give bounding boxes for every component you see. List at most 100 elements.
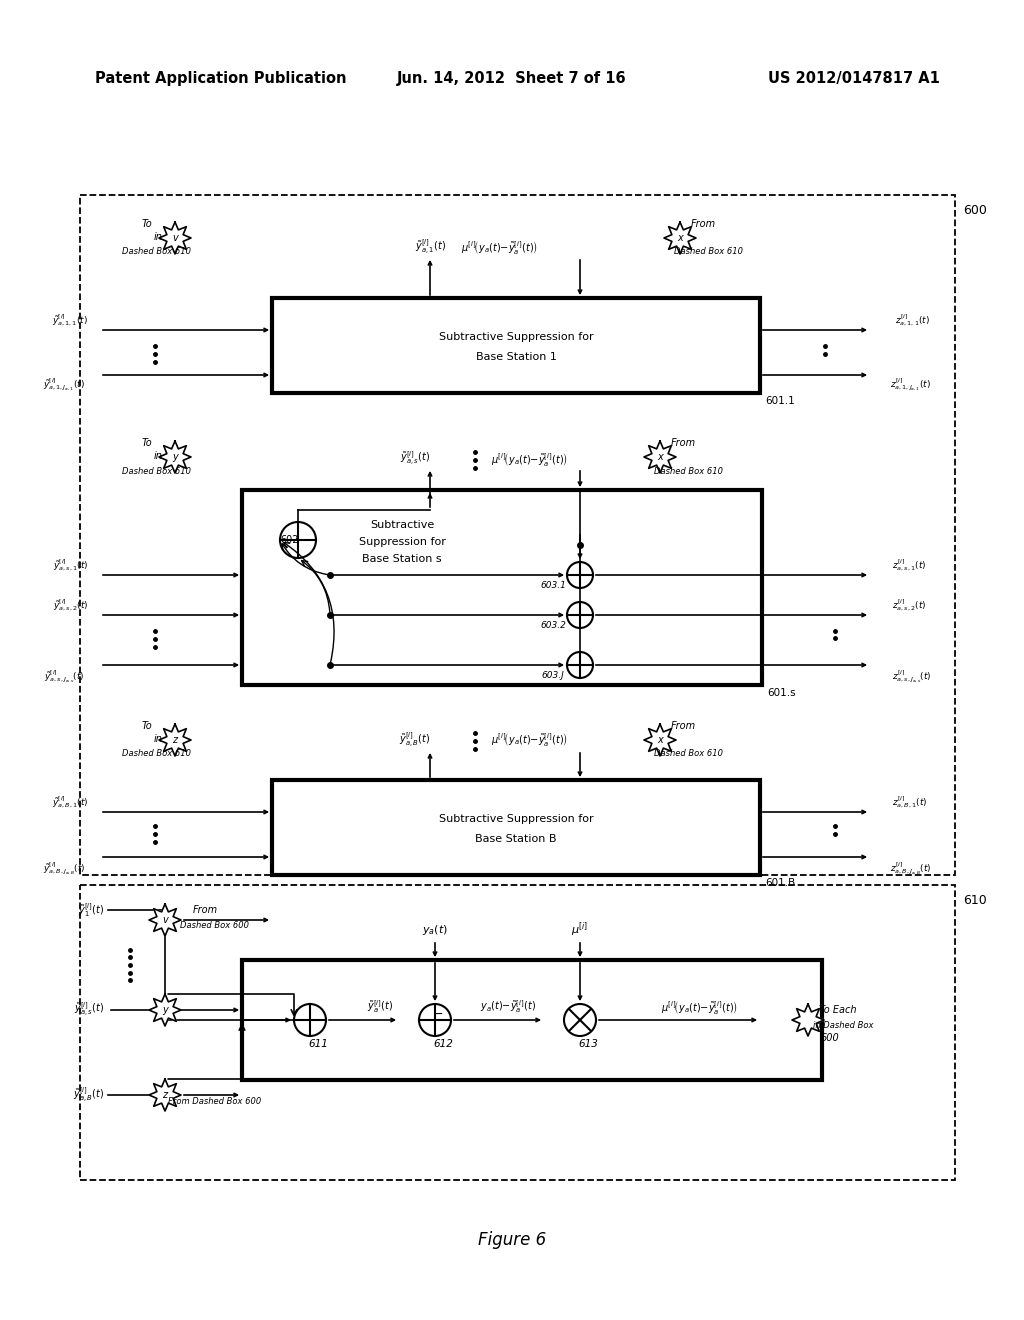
Bar (242, 490, 762, 685)
Text: Subtractive Suppression for: Subtractive Suppression for (438, 813, 593, 824)
Bar (242, 960, 822, 1080)
Text: in: in (154, 734, 163, 744)
Text: Dashed Box 610: Dashed Box 610 (123, 750, 191, 759)
Text: $\mu^{[i]}\!\left(y_a(t){-}\tilde{y}_a^{[i]}(t)\right)$: $\mu^{[i]}\!\left(y_a(t){-}\tilde{y}_a^{… (492, 731, 568, 748)
Text: x: x (657, 451, 663, 462)
Polygon shape (159, 723, 191, 756)
Text: 602: 602 (281, 535, 299, 545)
Text: 601.s: 601.s (767, 688, 796, 698)
Text: Patent Application Publication: Patent Application Publication (95, 70, 346, 86)
Text: From: From (671, 438, 695, 447)
Text: Base Station 1: Base Station 1 (475, 351, 556, 362)
Text: Subtractive: Subtractive (370, 520, 434, 531)
Text: US 2012/0147817 A1: US 2012/0147817 A1 (768, 70, 940, 86)
Text: x: x (677, 234, 683, 243)
Text: $\tilde{y}_{a,s,J_{a,s}}^{[i]}(t)$: $\tilde{y}_{a,s,J_{a,s}}^{[i]}(t)$ (44, 669, 85, 685)
Circle shape (567, 652, 593, 678)
Text: Dashed Box 600: Dashed Box 600 (180, 921, 250, 931)
Text: in Dashed Box: in Dashed Box (813, 1020, 873, 1030)
Text: $\mu^{[i]}\!\left(y_a(t){-}\tilde{y}_a^{[i]}(t)\right)$: $\mu^{[i]}\!\left(y_a(t){-}\tilde{y}_a^{… (492, 450, 568, 467)
Text: $\tilde{y}_{a}^{[i]}(t)$: $\tilde{y}_{a}^{[i]}(t)$ (367, 999, 393, 1015)
Text: To: To (141, 438, 153, 447)
Text: 613: 613 (579, 1039, 598, 1049)
Text: $z_{a,s,1}^{[i]}(t)$: $z_{a,s,1}^{[i]}(t)$ (892, 557, 927, 573)
Text: y: y (172, 451, 178, 462)
Text: Dashed Box 610: Dashed Box 610 (653, 750, 723, 759)
Text: 600: 600 (963, 203, 987, 216)
Text: From: From (671, 721, 695, 731)
Text: 601.B: 601.B (765, 878, 796, 888)
Text: 603.2: 603.2 (540, 620, 566, 630)
Text: $\mu^{[i]}\!\left(y_a(t){-}\tilde{y}_a^{[i]}(t)\right)$: $\mu^{[i]}\!\left(y_a(t){-}\tilde{y}_a^{… (662, 998, 738, 1015)
Text: $y_a(t)$: $y_a(t)$ (422, 923, 449, 937)
Circle shape (567, 602, 593, 628)
Text: $z_{a,s,2}^{[i]}(t)$: $z_{a,s,2}^{[i]}(t)$ (892, 598, 927, 612)
Polygon shape (150, 994, 181, 1026)
Bar (272, 780, 760, 875)
Text: v: v (162, 915, 168, 925)
Text: $\tilde{y}_{a,B}^{[i]}(t)$: $\tilde{y}_{a,B}^{[i]}(t)$ (399, 730, 431, 750)
Text: $\tilde{y}_{a,s,1}^{[i]}(t)$: $\tilde{y}_{a,s,1}^{[i]}(t)$ (52, 557, 88, 573)
Text: Suppression for: Suppression for (358, 537, 445, 546)
Text: $\mu^{[i]}$: $\mu^{[i]}$ (571, 921, 589, 940)
Text: Base Station B: Base Station B (475, 833, 557, 843)
Text: $z_{a,s,J_{a,s}}^{[i]}(t)$: $z_{a,s,J_{a,s}}^{[i]}(t)$ (892, 669, 932, 685)
Text: $z_{a,B,1}^{[i]}(t)$: $z_{a,B,1}^{[i]}(t)$ (892, 795, 928, 809)
Text: z: z (163, 1090, 168, 1100)
Text: 610: 610 (963, 894, 987, 907)
Text: From Dashed Box 600: From Dashed Box 600 (168, 1097, 261, 1106)
Text: $-$: $-$ (432, 1006, 443, 1019)
Polygon shape (792, 1005, 824, 1036)
Text: 600: 600 (820, 1034, 840, 1043)
Text: Subtractive Suppression for: Subtractive Suppression for (438, 331, 593, 342)
Polygon shape (644, 441, 676, 473)
Polygon shape (644, 723, 676, 756)
Circle shape (280, 521, 316, 558)
Text: $\tilde{y}_{a,1,1}^{[i]}(t)$: $\tilde{y}_{a,1,1}^{[i]}(t)$ (52, 313, 88, 327)
Text: Dashed Box 610: Dashed Box 610 (123, 466, 191, 475)
Text: $\tilde{y}_{1}^{[i]}(t)$: $\tilde{y}_{1}^{[i]}(t)$ (78, 902, 104, 919)
Text: $\tilde{y}_{a,B,1}^{[i]}(t)$: $\tilde{y}_{a,B,1}^{[i]}(t)$ (51, 795, 88, 809)
Text: z: z (172, 735, 177, 744)
Text: 603.J: 603.J (542, 671, 564, 680)
Circle shape (419, 1005, 451, 1036)
Text: $y_a(t){-}\tilde{y}_a^{[i]}(t)$: $y_a(t){-}\tilde{y}_a^{[i]}(t)$ (480, 999, 536, 1015)
Text: $\mu^{[i]}\!\left(y_a(t){-}\tilde{y}_a^{[i]}(t)\right)$: $\mu^{[i]}\!\left(y_a(t){-}\tilde{y}_a^{… (462, 239, 539, 256)
Text: in: in (154, 232, 163, 242)
Text: $z_{a,B,J_{a,B}}^{[i]}(t)$: $z_{a,B,J_{a,B}}^{[i]}(t)$ (890, 861, 932, 876)
Text: Figure 6: Figure 6 (478, 1232, 546, 1249)
Text: From: From (690, 219, 716, 228)
Text: $z_{a,1,J_{a,1}}^{[i]}(t)$: $z_{a,1,J_{a,1}}^{[i]}(t)$ (890, 378, 931, 393)
Text: $\tilde{y}_{a,B}^{[i]}(t)$: $\tilde{y}_{a,B}^{[i]}(t)$ (73, 1085, 104, 1105)
Text: Base Station s: Base Station s (362, 554, 441, 564)
Text: To: To (141, 721, 153, 731)
Text: Jun. 14, 2012  Sheet 7 of 16: Jun. 14, 2012 Sheet 7 of 16 (397, 70, 627, 86)
Text: 611: 611 (308, 1039, 328, 1049)
Circle shape (564, 1005, 596, 1036)
Text: y: y (162, 1005, 168, 1015)
Text: From: From (193, 906, 217, 915)
Bar (80, 195, 955, 875)
Text: To Each: To Each (819, 1005, 857, 1015)
Text: $\tilde{y}_{a,1}^{[i]}(t)$: $\tilde{y}_{a,1}^{[i]}(t)$ (415, 238, 445, 256)
Text: Dashed Box 610: Dashed Box 610 (674, 248, 742, 256)
Text: x: x (657, 735, 663, 744)
Polygon shape (159, 222, 191, 253)
Polygon shape (150, 904, 181, 936)
Text: $\tilde{y}_{a,B,J_{a,B}}^{[i]}(t)$: $\tilde{y}_{a,B,J_{a,B}}^{[i]}(t)$ (43, 861, 85, 876)
Text: 603.1: 603.1 (540, 581, 566, 590)
Bar (272, 298, 760, 393)
Text: Dashed Box 610: Dashed Box 610 (653, 466, 723, 475)
Text: $\tilde{y}_{a,s}^{[i]}(t)$: $\tilde{y}_{a,s}^{[i]}(t)$ (400, 450, 430, 469)
Text: 612: 612 (433, 1039, 453, 1049)
Circle shape (567, 562, 593, 587)
Text: $\tilde{y}_{a,s,2}^{[i]}(t)$: $\tilde{y}_{a,s,2}^{[i]}(t)$ (52, 598, 88, 612)
Text: $z_{a,1,1}^{[i]}(t)$: $z_{a,1,1}^{[i]}(t)$ (895, 313, 930, 327)
Circle shape (294, 1005, 326, 1036)
Text: 601.1: 601.1 (765, 396, 795, 407)
Bar (80, 884, 955, 1180)
Text: $\tilde{y}_{a,1,J_{a,1}}^{[i]}(t)$: $\tilde{y}_{a,1,J_{a,1}}^{[i]}(t)$ (43, 378, 85, 393)
Text: v: v (172, 234, 178, 243)
Text: Dashed Box 610: Dashed Box 610 (123, 248, 191, 256)
Polygon shape (664, 222, 696, 253)
